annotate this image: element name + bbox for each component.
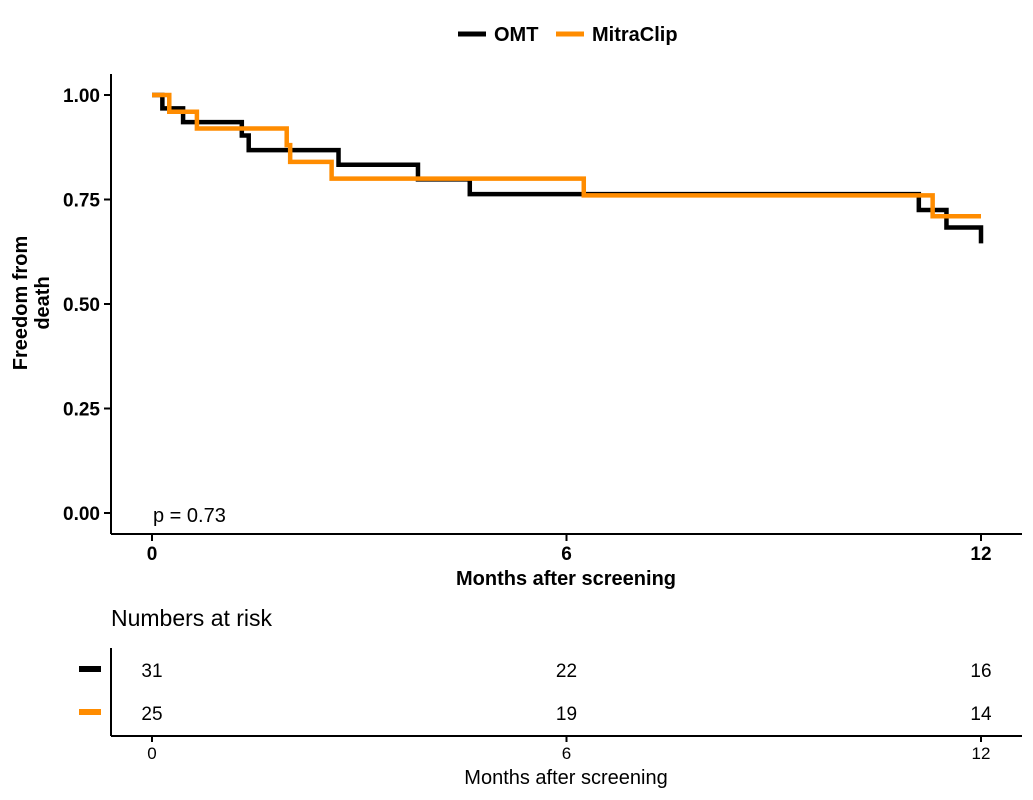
- legend: OMT MitraClip: [458, 24, 678, 46]
- y-tick-label: 0.75: [63, 191, 100, 212]
- x-tick-label: 12: [970, 544, 991, 565]
- risk-cell-mitraclip: 19: [556, 704, 577, 725]
- x-axis-title: Months after screening: [456, 568, 676, 590]
- y-tick-label: 1.00: [63, 86, 100, 107]
- risk-tick-label: 12: [972, 744, 991, 763]
- series-line-mitraclip: [152, 92, 981, 219]
- risk-table: Numbers at risk 31 22 16 25 19 14 0 6 12 Months…: [79, 605, 1022, 789]
- risk-cell-omt: 22: [556, 661, 577, 682]
- risk-cell-mitraclip: 25: [141, 704, 162, 725]
- y-tick-label: 0.25: [63, 400, 100, 421]
- risk-x-axis-title: Months after screening: [464, 767, 667, 789]
- risk-x-axis-ticks: 0 6 12: [147, 736, 990, 763]
- y-axis-ticks: 0.00 0.25 0.50 0.75 1.00: [63, 86, 111, 525]
- risk-cell-omt: 31: [141, 661, 162, 682]
- legend-label-omt: OMT: [494, 24, 538, 46]
- x-tick-label: 6: [561, 544, 572, 565]
- series-line-omt: [152, 92, 984, 244]
- p-value-annotation: p = 0.73: [153, 505, 226, 527]
- risk-tick-label: 0: [147, 744, 156, 763]
- risk-cell-mitraclip: 14: [970, 704, 992, 725]
- legend-label-mitraclip: MitraClip: [592, 24, 678, 46]
- y-axis-title-line2: death: [32, 276, 54, 329]
- risk-tick-label: 6: [562, 744, 571, 763]
- risk-table-title: Numbers at risk: [111, 605, 273, 631]
- y-tick-label: 0.00: [63, 504, 100, 525]
- survival-curves: [152, 92, 984, 244]
- risk-cell-omt: 16: [970, 661, 991, 682]
- y-tick-label: 0.50: [63, 295, 100, 316]
- x-tick-label: 0: [147, 544, 158, 565]
- y-axis-title-line1: Freedom from: [10, 236, 32, 370]
- risk-table-cells: 31 22 16 25 19 14: [141, 661, 992, 725]
- x-axis-ticks: 0 6 12: [147, 534, 992, 565]
